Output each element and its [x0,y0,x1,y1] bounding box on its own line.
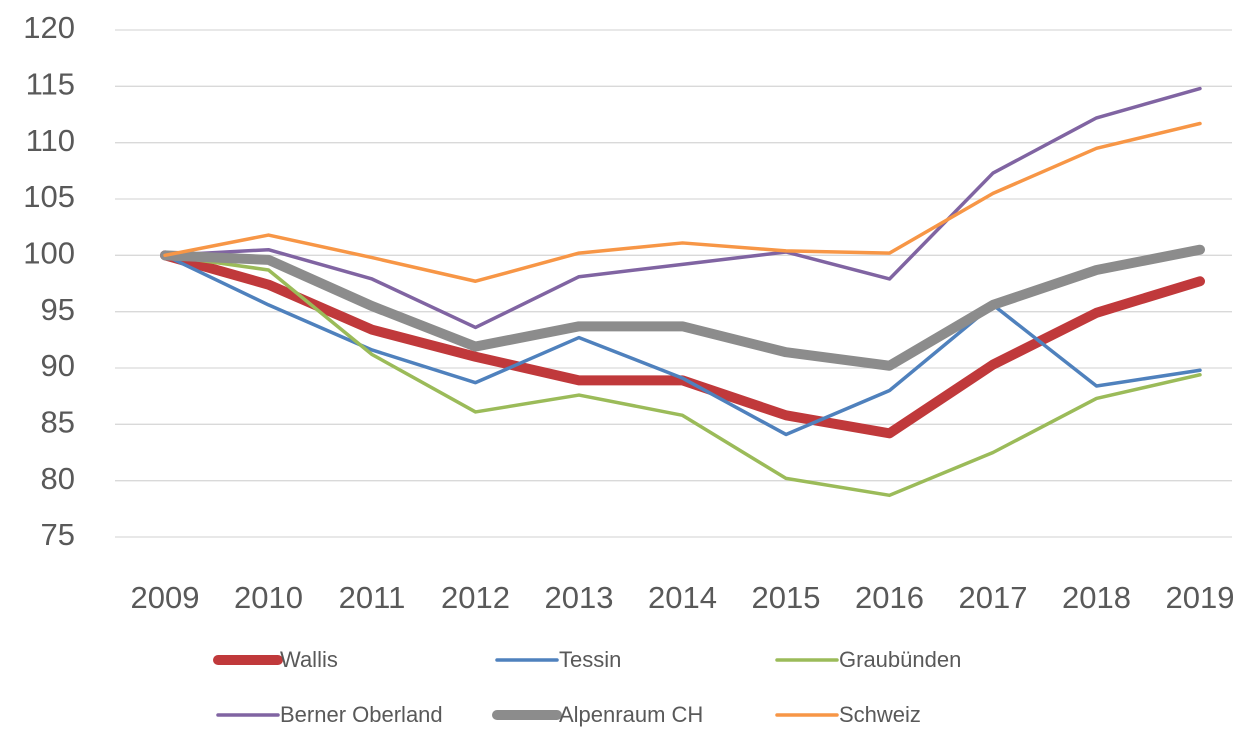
legend-label: Graubünden [839,647,961,672]
y-tick-label: 115 [26,67,75,102]
y-tick-label: 90 [41,348,75,383]
series-line [163,253,1202,498]
legend-label: Berner Oberland [280,702,443,727]
x-tick-label: 2014 [648,580,717,615]
y-tick-label: 95 [41,292,75,327]
x-tick-label: 2019 [1166,580,1235,615]
series-line [163,253,1202,437]
y-tick-label: 85 [41,405,75,440]
x-tick-label: 2013 [545,580,614,615]
legend-label: Schweiz [839,702,921,727]
x-tick-label: 2017 [959,580,1028,615]
y-tick-label: 80 [41,461,75,496]
x-tick-label: 2009 [131,580,200,615]
series-line [163,86,1202,330]
y-tick-label: 75 [41,517,75,552]
x-tick-label: 2011 [339,580,406,615]
legend-label: Tessin [559,647,621,672]
x-tick-label: 2010 [234,580,303,615]
legend-label: Wallis [280,647,338,672]
y-tick-label: 110 [26,123,75,158]
x-tick-label: 2015 [752,580,821,615]
x-tick-label: 2016 [855,580,924,615]
y-tick-label: 105 [23,179,75,214]
x-tick-label: 2012 [441,580,510,615]
legend-label: Alpenraum CH [559,702,703,727]
x-tick-label: 2018 [1062,580,1131,615]
series-line [163,121,1202,283]
series-line [160,244,1205,371]
series-line [160,250,1205,439]
y-tick-label: 100 [23,236,75,271]
y-tick-label: 120 [23,10,75,45]
